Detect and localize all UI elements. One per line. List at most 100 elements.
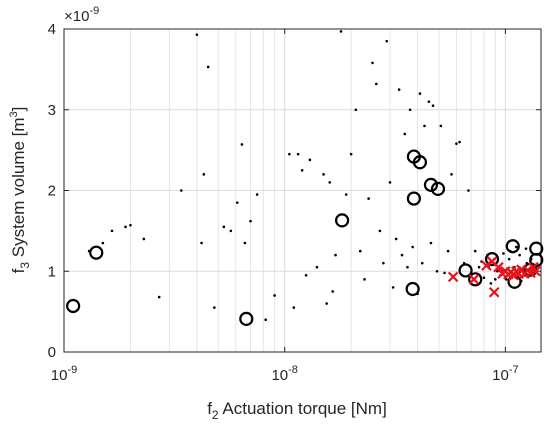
data-point-dot [467,189,470,192]
data-point-dot [420,261,424,265]
data-point-dot [505,278,508,281]
data-point-circle [334,213,350,228]
cross-stroke [481,260,492,271]
data-point-dot [322,173,325,176]
data-point-dot [222,225,226,229]
data-points [66,30,544,326]
data-point-dot [202,173,206,176]
x-tick-label: 10-8 [271,364,297,384]
data-point-dot [200,241,203,245]
data-point-dot [296,152,300,156]
data-point-dot [406,265,409,269]
data-point-circle [89,245,104,260]
data-point-dot [349,152,353,156]
data-point-dot [378,229,382,233]
y-tick-label: 1 [48,263,56,280]
cross-stroke [530,265,541,277]
data-point-cross [530,265,541,277]
data-point-dot [411,245,414,249]
y-tick-label: 0 [48,344,56,361]
data-point-dot [524,247,528,250]
data-point-dot [391,286,395,289]
data-point-dot [394,237,398,241]
data-point-circle [423,177,439,192]
data-point-dot [243,241,247,245]
data-point-circle [484,252,500,267]
data-point-circle [430,181,446,196]
data-point-dot [418,92,422,95]
data-point-dot [489,282,493,285]
y-tick-label: 4 [48,21,56,38]
data-point-dot [382,261,385,265]
data-point-dot [443,271,446,275]
data-point-dot [195,33,199,36]
data-point-dot [423,124,426,128]
data-point-dot [367,197,370,200]
data-point-dot [388,181,392,184]
data-point-dot [344,193,348,196]
data-point-dot [400,253,404,257]
data-point-dot [502,252,505,255]
x-tick-label: 10-9 [51,364,77,384]
data-point-dot [157,295,161,299]
data-point-dot [124,225,127,229]
data-point-dot [334,253,337,257]
data-point-dot [255,193,259,196]
data-point-dot [408,108,412,112]
data-point-dot [328,181,332,184]
data-point-dot [213,306,216,309]
data-point-circle [239,311,254,326]
x-axis-label: f2 Actuation torque [Nm] [207,399,387,422]
data-point-dot [325,302,328,305]
data-point-cross [481,260,492,271]
cross-stroke [528,261,539,273]
data-point-dot [354,108,358,112]
y-tick-labels: 0 1 2 3 4 [48,21,56,361]
data-point-circle [505,239,520,254]
cross-stroke [493,261,504,273]
y-tick-label: 2 [48,183,56,200]
data-point-dot [240,143,244,146]
data-point-dot [308,158,312,162]
data-point-cross [468,274,480,285]
data-point-dot [110,229,114,233]
data-point-dot [477,265,481,269]
cross-stroke [447,271,459,283]
data-point-circle [405,281,420,297]
data-point-cross [493,261,504,273]
data-point-dot [129,223,132,227]
data-point-dot [403,132,407,136]
data-point-dot [371,61,374,65]
data-point-dot [101,241,105,245]
tick-marks [63,28,541,353]
data-point-dot [397,88,401,91]
data-point-dot [331,290,334,293]
data-point-circle [458,263,473,278]
data-point-circle [468,272,483,287]
data-point-dot [439,124,443,128]
data-point-dot [249,219,252,223]
data-point-dot [179,189,183,192]
x-tick-labels: 10-9 10-8 10-7 [51,364,519,384]
data-point-dot [458,140,461,144]
data-point-dot [264,318,267,322]
data-point-dot [507,257,511,261]
data-point-dot [315,265,319,269]
cross-stroke [488,286,500,298]
data-point-dot [518,253,521,257]
data-point-dot [446,249,450,253]
data-point-dot [304,273,308,277]
data-point-dot [435,269,439,273]
data-point-dot [292,306,296,309]
data-point-dot [431,104,435,108]
data-point-dot [514,245,518,249]
data-point-dot [427,100,431,103]
y-exponent-label: ×10-9 [64,5,99,25]
data-point-dot [493,278,497,281]
data-point-dot [300,169,304,172]
data-point-dot [450,173,453,176]
data-point-circle [406,191,422,206]
cross-stroke [486,256,498,267]
data-point-dot [142,237,146,241]
data-point-dot [229,229,233,233]
